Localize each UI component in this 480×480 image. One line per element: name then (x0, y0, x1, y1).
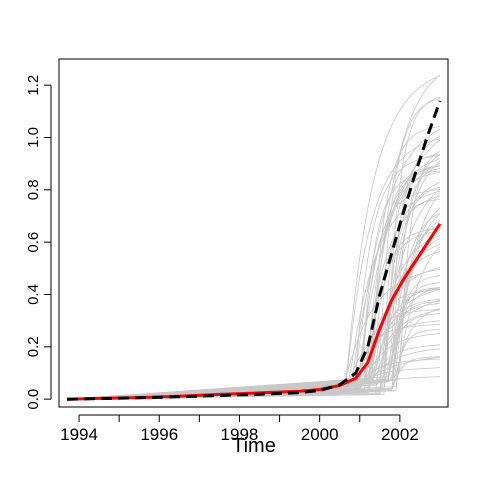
dashed-series-line (66, 100, 442, 401)
x-tick-label: 2000 (301, 425, 339, 444)
x-tick-label: 2002 (381, 425, 419, 444)
y-tick-label: 0.0 (25, 389, 42, 410)
background-series-line (66, 154, 441, 400)
y-tick-label: 1.2 (25, 75, 42, 96)
x-axis: 1994 1996 1998 2000 2002 (60, 414, 419, 444)
y-tick-label: 0.6 (25, 232, 42, 253)
y-tick-label: 0.4 (25, 284, 42, 305)
y-tick-label: 0.2 (25, 336, 42, 357)
y-axis: 0.0 0.2 0.4 0.6 0.8 1.0 1.2 (25, 75, 52, 410)
y-tick-label: 0.8 (25, 179, 42, 200)
x-axis-label: Time (232, 435, 276, 457)
plot-frame (58, 58, 449, 408)
x-tick-label: 1998 (221, 425, 259, 444)
x-tick-label: 1996 (140, 425, 178, 444)
y-tick-label: 1.0 (25, 127, 42, 148)
main-series-group (66, 100, 442, 401)
x-tick-label: 1994 (60, 425, 98, 444)
